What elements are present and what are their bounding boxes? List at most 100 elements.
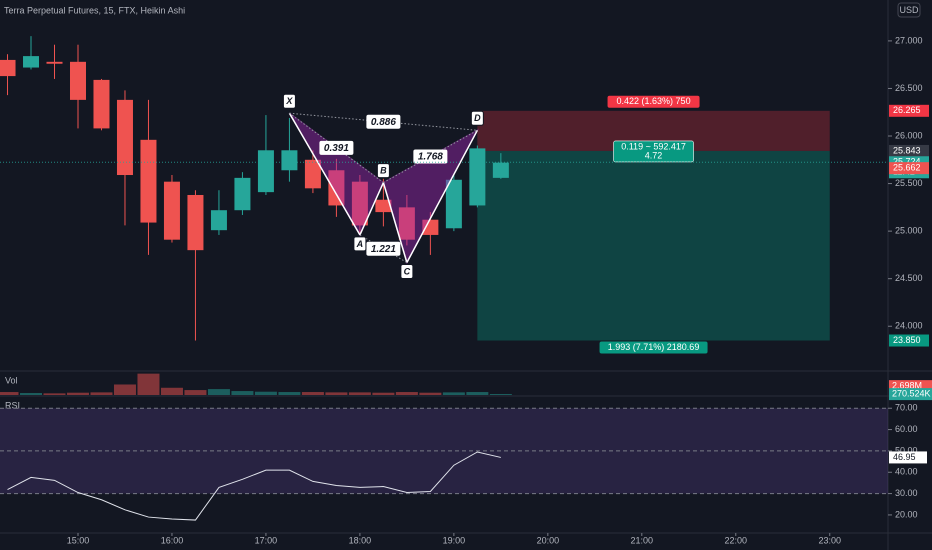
candle-body bbox=[187, 194, 204, 251]
candle-body bbox=[69, 61, 86, 100]
ratio-label: 0.391 bbox=[324, 143, 349, 154]
volume-bar bbox=[254, 391, 277, 395]
target-label: 1.993 (7.71%) 2180.69 bbox=[608, 342, 700, 352]
ratio-label: 1.221 bbox=[371, 244, 396, 255]
point-label: C bbox=[404, 266, 411, 276]
candle-body bbox=[375, 199, 392, 213]
price-mark-label: 25.724 bbox=[893, 157, 921, 167]
rsi-y-tick-label: 70.00 bbox=[895, 403, 918, 413]
x-tick-label: 18:00 bbox=[349, 535, 372, 545]
rsi-last-label: 46.95 bbox=[893, 452, 916, 462]
candle-body bbox=[398, 207, 415, 240]
candle-body bbox=[281, 150, 298, 171]
volume-bar bbox=[43, 393, 66, 395]
point-label: B bbox=[380, 165, 387, 175]
pattern-leg bbox=[288, 112, 361, 236]
volume-bar bbox=[395, 392, 418, 395]
price-mark-box bbox=[889, 144, 929, 157]
point-box bbox=[353, 236, 367, 252]
candle-body bbox=[140, 139, 157, 223]
volume-mark-label: 2.698M bbox=[892, 381, 922, 391]
pattern-leg bbox=[406, 129, 479, 263]
ratio-box bbox=[319, 140, 354, 155]
volume-bar bbox=[348, 392, 371, 395]
rsi-y-tick-label: 60.00 bbox=[895, 424, 918, 434]
x-tick-label: 17:00 bbox=[255, 535, 278, 545]
entry-label-box bbox=[613, 140, 694, 163]
volume-bar bbox=[184, 390, 207, 395]
volume-bar bbox=[160, 387, 183, 395]
price-mark-label: 25.843 bbox=[893, 145, 921, 155]
price-mark-label: 26.265 bbox=[893, 105, 921, 115]
volume-bar bbox=[66, 392, 89, 395]
rsi-y-tick-label: 30.00 bbox=[895, 488, 918, 498]
candle-body bbox=[469, 148, 486, 206]
ratio-box bbox=[366, 114, 401, 129]
candle-body bbox=[0, 59, 16, 77]
volume-title: Vol bbox=[5, 375, 18, 385]
volume-bar bbox=[207, 389, 230, 395]
x-tick-label: 16:00 bbox=[161, 535, 184, 545]
price-mark-box bbox=[889, 104, 929, 117]
target-label-box bbox=[599, 341, 708, 354]
volume-bar bbox=[0, 392, 19, 395]
rsi-y-tick-label: 20.00 bbox=[895, 509, 918, 519]
pattern-leg bbox=[359, 182, 385, 236]
rsi-y-tick-label: 40.00 bbox=[895, 467, 918, 477]
volume-bar bbox=[20, 393, 43, 395]
volume-bar bbox=[113, 384, 136, 395]
volume-mark-box bbox=[889, 388, 932, 401]
point-box bbox=[470, 110, 484, 126]
point-label: X bbox=[285, 96, 293, 106]
volume-bar bbox=[325, 392, 348, 395]
volume-bar bbox=[466, 392, 489, 395]
chart-title: Terra Perpetual Futures, 15, FTX, Heikin… bbox=[4, 5, 185, 15]
currency[interactable]: USD bbox=[899, 5, 919, 15]
volume-bar bbox=[90, 392, 113, 395]
ratio-box bbox=[366, 241, 401, 256]
x-tick-label: 22:00 bbox=[725, 535, 748, 545]
candle-body bbox=[304, 159, 321, 189]
volume-bar bbox=[278, 392, 301, 395]
rsi-last-box bbox=[889, 451, 927, 464]
ratio-box bbox=[413, 149, 448, 164]
volume-bar bbox=[301, 392, 324, 395]
candle-body bbox=[351, 181, 368, 226]
volume-bar bbox=[442, 392, 465, 395]
currency-box[interactable] bbox=[897, 2, 921, 18]
rsi-y-tick-label: 50.00 bbox=[895, 445, 918, 455]
point-box bbox=[282, 93, 296, 109]
price-mark-box bbox=[889, 162, 929, 175]
target-zone bbox=[477, 150, 830, 341]
volume-bar bbox=[489, 394, 512, 395]
volume-bar bbox=[137, 373, 160, 395]
candle-body bbox=[210, 210, 227, 231]
x-tick-label: 19:00 bbox=[443, 535, 466, 545]
x-tick-label: 20:00 bbox=[537, 535, 560, 545]
x-tick-label: 21:00 bbox=[631, 535, 654, 545]
volume-bar bbox=[419, 392, 442, 395]
x-tick-label: 23:00 bbox=[818, 535, 841, 545]
candle-body bbox=[445, 179, 462, 229]
candle-body bbox=[163, 181, 180, 240]
candle-body bbox=[328, 170, 345, 206]
candle-body bbox=[93, 79, 110, 129]
point-box bbox=[400, 264, 414, 280]
y-tick-label: 26.500 bbox=[895, 83, 923, 93]
stop-label: 0.422 (1.63%) 750 bbox=[617, 96, 691, 106]
candle-body bbox=[422, 219, 439, 235]
price-mark-box bbox=[889, 334, 929, 347]
y-tick-label: 27.000 bbox=[895, 35, 923, 45]
candle-body bbox=[257, 150, 274, 193]
volume-bar bbox=[372, 392, 395, 395]
price-mark-label: 23.850 bbox=[893, 335, 921, 345]
entry-label: 4.72 bbox=[645, 150, 663, 160]
y-tick-label: 26.000 bbox=[895, 130, 923, 140]
candle-body bbox=[492, 162, 509, 178]
x-tick-label: 15:00 bbox=[67, 535, 90, 545]
rsi-title: RSI bbox=[5, 400, 20, 410]
pattern-leg bbox=[382, 182, 408, 263]
ratio-label: 1.768 bbox=[418, 152, 443, 163]
volume-bar bbox=[231, 391, 254, 395]
